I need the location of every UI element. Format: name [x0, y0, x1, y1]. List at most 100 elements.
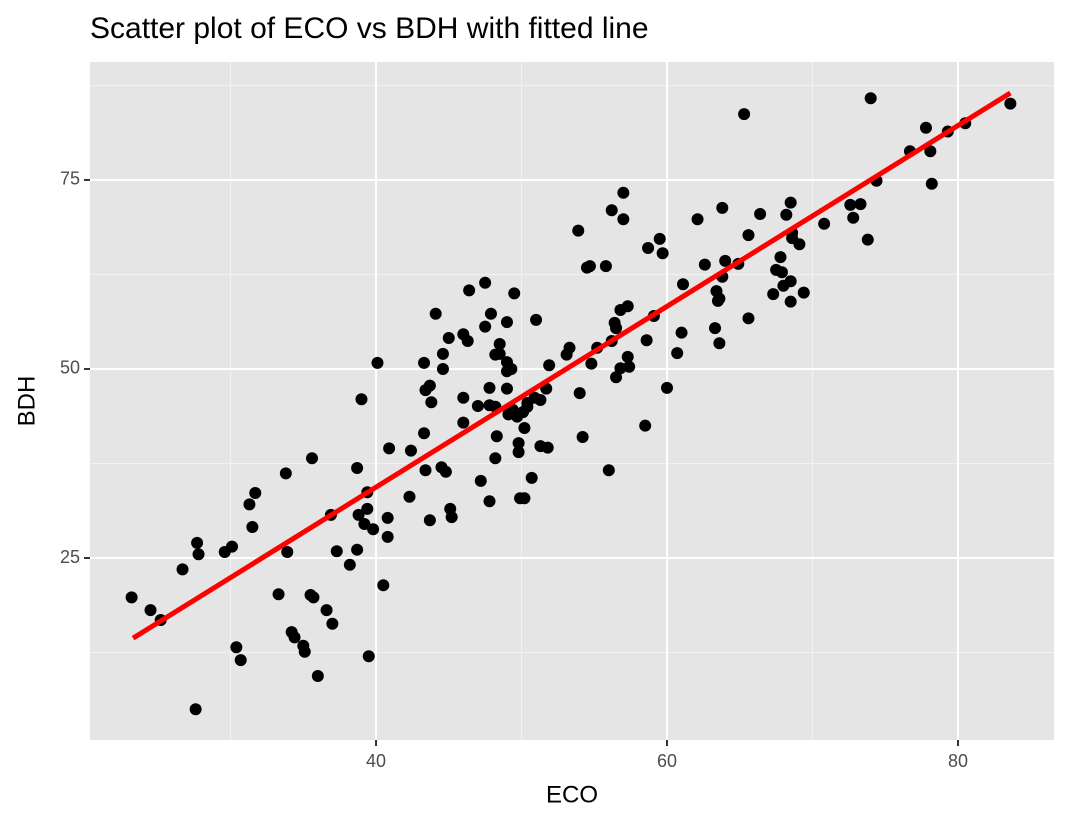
point — [925, 177, 938, 190]
y-tick-label: 25 — [60, 547, 80, 567]
point — [861, 233, 874, 246]
point — [423, 379, 436, 392]
point — [847, 211, 860, 224]
point — [713, 292, 726, 305]
point — [500, 316, 513, 329]
point — [534, 393, 547, 406]
point — [425, 396, 438, 409]
point — [483, 381, 496, 394]
point — [742, 312, 755, 325]
point — [381, 511, 394, 524]
point — [500, 382, 513, 395]
point — [442, 331, 455, 344]
point — [189, 703, 202, 716]
point — [361, 502, 374, 515]
point — [320, 604, 333, 617]
point — [484, 307, 497, 320]
point — [713, 337, 726, 350]
x-tick-label: 40 — [366, 751, 386, 771]
point — [602, 464, 615, 477]
point — [418, 427, 431, 440]
point — [352, 508, 365, 521]
x-tick-label: 80 — [948, 751, 968, 771]
point — [671, 347, 684, 360]
point — [362, 650, 375, 663]
point — [419, 464, 432, 477]
point — [617, 213, 630, 226]
point — [774, 251, 787, 264]
point — [716, 201, 729, 214]
point — [489, 452, 502, 465]
point — [330, 545, 343, 558]
point — [738, 108, 751, 121]
y-axis-title: BDH — [13, 376, 40, 427]
point — [512, 437, 525, 450]
point — [351, 462, 364, 475]
point — [243, 498, 256, 511]
point — [479, 320, 492, 333]
chart-title: Scatter plot of ECO vs BDH with fitted l… — [90, 12, 649, 45]
point — [691, 213, 704, 226]
point — [640, 334, 653, 347]
x-tick-label: 60 — [657, 751, 677, 771]
point — [311, 669, 324, 682]
point — [505, 362, 518, 375]
point — [864, 92, 877, 105]
point — [298, 645, 311, 658]
point — [225, 540, 238, 553]
point — [623, 360, 636, 373]
point — [445, 511, 458, 524]
point — [144, 604, 157, 617]
point — [479, 276, 492, 289]
point — [780, 208, 793, 221]
point — [818, 217, 831, 230]
point — [279, 467, 292, 480]
point — [249, 486, 262, 499]
point — [304, 589, 317, 602]
point — [176, 563, 189, 576]
point — [493, 338, 506, 351]
point — [490, 430, 503, 443]
point — [610, 371, 623, 384]
point — [563, 341, 576, 354]
point — [919, 121, 932, 134]
panel — [90, 62, 1054, 740]
point — [576, 431, 589, 444]
point — [457, 416, 470, 429]
point — [512, 446, 525, 459]
y-tick-label: 75 — [60, 169, 80, 189]
point — [661, 381, 674, 394]
point — [403, 490, 416, 503]
point — [367, 523, 380, 536]
point — [642, 242, 655, 255]
point — [784, 275, 797, 288]
point — [404, 444, 417, 457]
point — [639, 419, 652, 432]
point — [585, 357, 598, 370]
x-axis-title: ECO — [546, 781, 598, 808]
point — [775, 266, 788, 279]
point — [698, 258, 711, 271]
point — [343, 558, 356, 571]
point — [383, 442, 396, 455]
point — [377, 579, 390, 592]
point — [234, 654, 247, 667]
point — [493, 347, 506, 360]
point — [326, 617, 339, 630]
point — [784, 295, 797, 308]
point — [572, 224, 585, 237]
point — [719, 254, 732, 267]
point — [418, 356, 431, 369]
point — [230, 641, 243, 654]
point — [518, 421, 531, 434]
point — [351, 543, 364, 556]
point — [436, 362, 449, 375]
point — [457, 391, 470, 404]
point — [656, 247, 669, 260]
point — [541, 441, 554, 454]
point — [1004, 97, 1017, 110]
point — [742, 229, 755, 242]
point — [583, 260, 596, 273]
point — [754, 207, 767, 220]
